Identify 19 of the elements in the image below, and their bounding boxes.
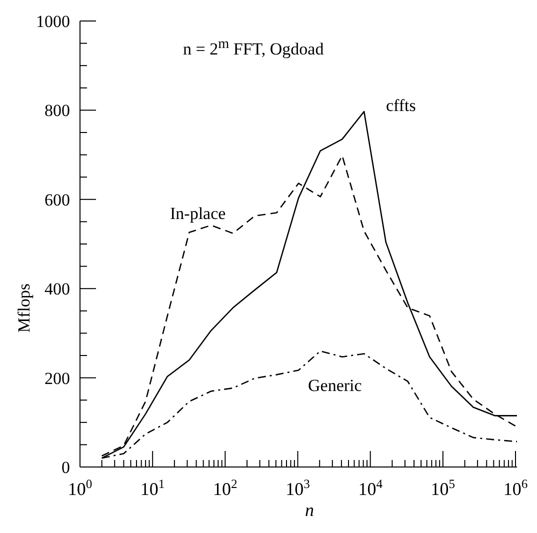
x-tick-label: 10$^{5}$ [430,477,456,499]
x-tick-label: 10$^{1}$ [140,477,165,499]
y-tick-label: 0 [62,458,70,477]
series-label: cffts [386,96,416,116]
x-tick-label: 10$^{4}$ [358,477,384,499]
y-axis-title: Mflops [14,283,35,333]
y-tick-label: 800 [44,101,70,120]
series-label: Generic [308,376,362,396]
text: n = 2$^{m}$ FFT, Ogdoad [183,36,324,60]
x-axis-title: n [305,500,314,521]
x-tick-label: 10$^{0}$ [68,477,92,499]
x-tick-label: 10$^{6}$ [503,477,528,499]
y-tick-label: 400 [44,280,70,299]
x-tick-label: 10$^{3}$ [286,477,310,499]
series-label: In-place [170,204,226,224]
y-tick-label: 600 [44,190,70,210]
x-tick-label: 10$^{2}$ [213,477,238,499]
y-tick-label: 200 [44,368,70,388]
y-tick-label: 1000 [36,12,70,31]
